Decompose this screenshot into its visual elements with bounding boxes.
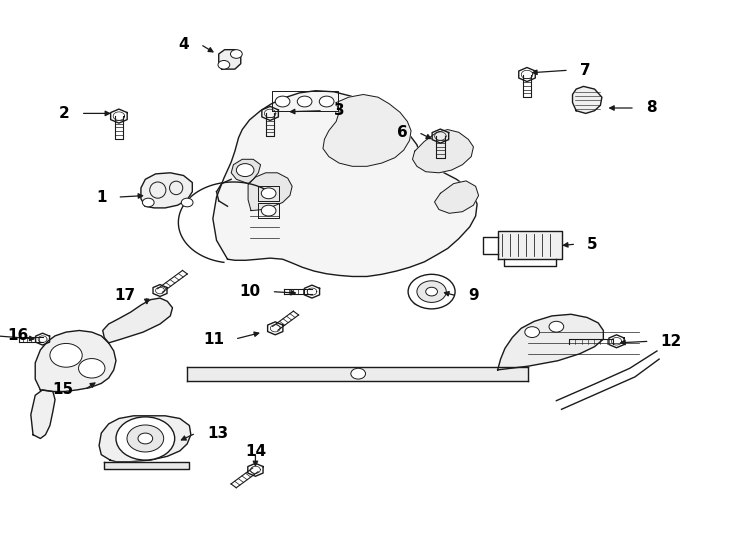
Circle shape bbox=[142, 198, 154, 207]
Circle shape bbox=[261, 188, 276, 199]
Polygon shape bbox=[413, 130, 473, 173]
Polygon shape bbox=[410, 276, 451, 307]
Polygon shape bbox=[31, 390, 55, 438]
Text: 4: 4 bbox=[179, 37, 189, 52]
Circle shape bbox=[116, 417, 175, 460]
Text: 6: 6 bbox=[396, 125, 407, 140]
Polygon shape bbox=[103, 298, 172, 343]
Circle shape bbox=[275, 96, 290, 107]
Text: 7: 7 bbox=[580, 63, 590, 78]
Text: 1: 1 bbox=[96, 190, 106, 205]
Text: 12: 12 bbox=[661, 334, 682, 349]
Circle shape bbox=[50, 343, 82, 367]
Circle shape bbox=[181, 198, 193, 207]
Circle shape bbox=[426, 287, 437, 296]
Circle shape bbox=[297, 96, 312, 107]
Polygon shape bbox=[573, 86, 602, 113]
Polygon shape bbox=[187, 367, 528, 381]
Text: 14: 14 bbox=[245, 444, 266, 460]
Circle shape bbox=[351, 368, 366, 379]
Circle shape bbox=[127, 425, 164, 452]
Text: 10: 10 bbox=[239, 284, 261, 299]
Circle shape bbox=[218, 60, 230, 69]
Polygon shape bbox=[248, 173, 292, 211]
Text: 9: 9 bbox=[468, 288, 479, 303]
Polygon shape bbox=[141, 173, 192, 208]
Polygon shape bbox=[99, 416, 191, 462]
Polygon shape bbox=[435, 181, 479, 213]
Polygon shape bbox=[498, 314, 603, 370]
Polygon shape bbox=[213, 91, 477, 276]
Text: 13: 13 bbox=[207, 426, 228, 441]
Circle shape bbox=[408, 274, 455, 309]
Circle shape bbox=[138, 433, 153, 444]
Circle shape bbox=[417, 281, 446, 302]
Circle shape bbox=[261, 205, 276, 216]
Polygon shape bbox=[35, 330, 116, 392]
Polygon shape bbox=[323, 94, 411, 166]
Text: 8: 8 bbox=[646, 100, 656, 116]
Circle shape bbox=[319, 96, 334, 107]
Circle shape bbox=[525, 327, 539, 338]
Text: 5: 5 bbox=[587, 237, 597, 252]
Circle shape bbox=[79, 359, 105, 378]
Text: 2: 2 bbox=[59, 106, 70, 121]
Polygon shape bbox=[231, 159, 261, 184]
Text: 15: 15 bbox=[52, 382, 73, 397]
Circle shape bbox=[236, 164, 254, 177]
Polygon shape bbox=[104, 462, 189, 469]
Circle shape bbox=[549, 321, 564, 332]
Text: 11: 11 bbox=[203, 332, 224, 347]
Text: 16: 16 bbox=[7, 328, 29, 343]
Text: 3: 3 bbox=[334, 103, 344, 118]
Polygon shape bbox=[219, 50, 241, 69]
Circle shape bbox=[230, 50, 242, 58]
Text: 17: 17 bbox=[115, 288, 136, 303]
Polygon shape bbox=[498, 231, 562, 259]
